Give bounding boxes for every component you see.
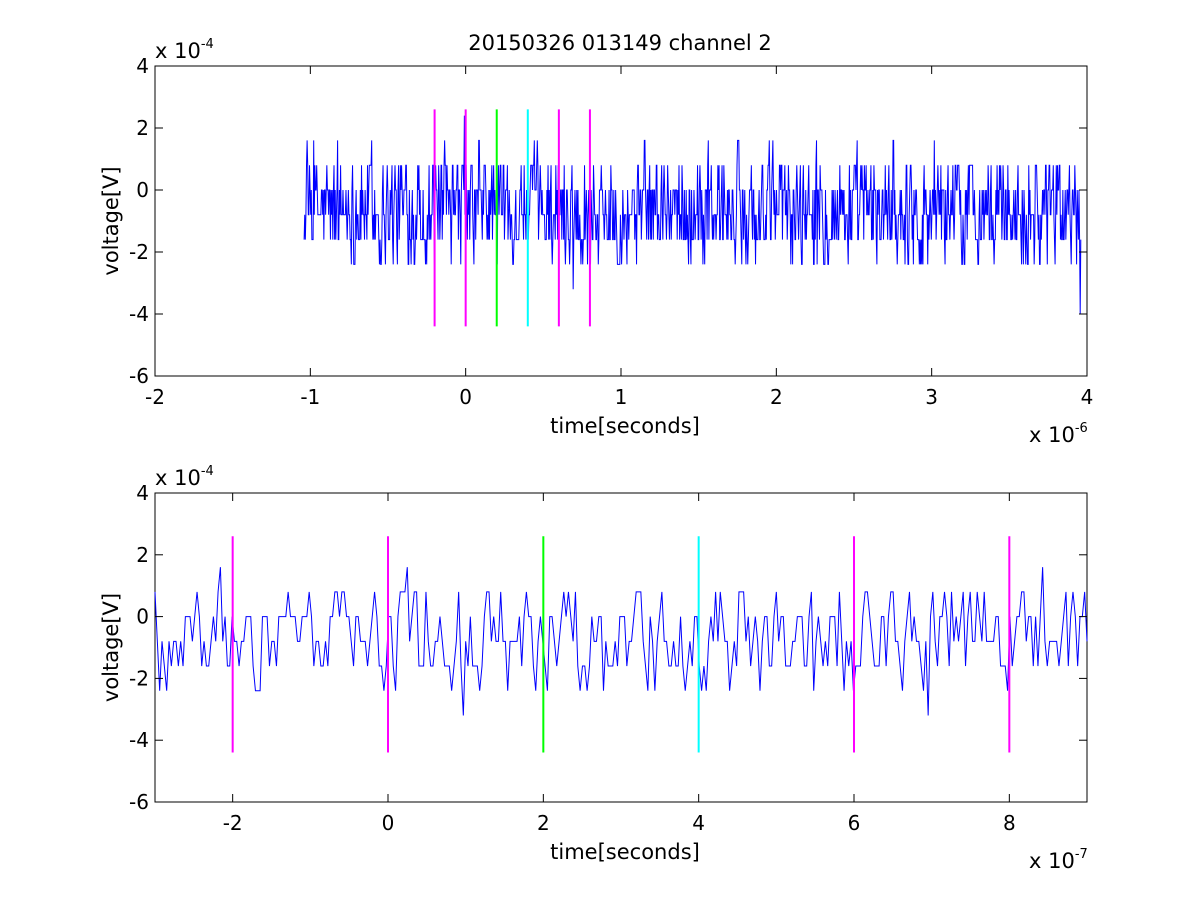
x-tick-label: 4	[1081, 385, 1094, 409]
x-tick-label: -2	[145, 385, 165, 409]
x-tick-label: 2	[770, 385, 783, 409]
y-tick-label: -2	[129, 666, 149, 690]
y-tick-label: 4	[136, 54, 149, 78]
axes-frame	[154, 492, 1088, 803]
y-tick-label: -4	[129, 728, 149, 752]
y-tick-label: -2	[129, 240, 149, 264]
y-tick-label: 0	[136, 605, 149, 629]
top-plot-panel: -2 -1 0 1 2 3 4 -6 -4 -2 0 2 4 time[seconds] voltage[V…	[99, 37, 1093, 447]
x-tick-label: 4	[692, 811, 705, 835]
x-tick-label: 6	[848, 811, 861, 835]
x-tick-label: 0	[459, 385, 472, 409]
signal-line	[154, 567, 1088, 716]
y-tick-label: 0	[136, 178, 149, 202]
x-exponent-label: x 10-6	[1029, 421, 1088, 447]
y-tick-label: -6	[129, 790, 149, 814]
x-exponent-label: x 10-7	[1029, 847, 1088, 873]
signal-line	[303, 115, 1082, 315]
y-tick-label: 4	[136, 481, 149, 505]
x-tick-label: 1	[615, 385, 628, 409]
y-exponent-power: -4	[201, 464, 214, 479]
y-tick-label: 2	[136, 543, 149, 567]
y-exponent-label: x 10-4	[155, 464, 214, 490]
x-tick-label: 3	[925, 385, 938, 409]
y-tick-label: -4	[129, 302, 149, 326]
x-exponent-power: -7	[1075, 847, 1088, 862]
y-axis-label: voltage[V]	[99, 166, 123, 275]
x-tick-label: 2	[537, 811, 550, 835]
y-tick-label: 2	[136, 116, 149, 140]
x-axis-label: time[seconds]	[550, 840, 700, 864]
x-tick-label: 0	[382, 811, 395, 835]
y-exponent-label: x 10-4	[155, 37, 214, 63]
y-tick-label: -6	[129, 364, 149, 388]
bottom-plot-panel: -2 0 2 4 6 8 -6 -4 -2 0 2 4 time[seconds] voltage[V] x…	[99, 464, 1088, 873]
x-tick-label: 8	[1003, 811, 1016, 835]
x-exponent-power: -6	[1075, 421, 1088, 436]
y-axis-label: voltage[V]	[99, 593, 123, 702]
x-tick-label: -1	[300, 385, 320, 409]
x-axis-label: time[seconds]	[550, 414, 700, 438]
x-tick-label: -2	[223, 811, 243, 835]
y-exponent-power: -4	[201, 37, 214, 52]
figure-title: 20150326 013149 channel 2	[468, 31, 772, 55]
